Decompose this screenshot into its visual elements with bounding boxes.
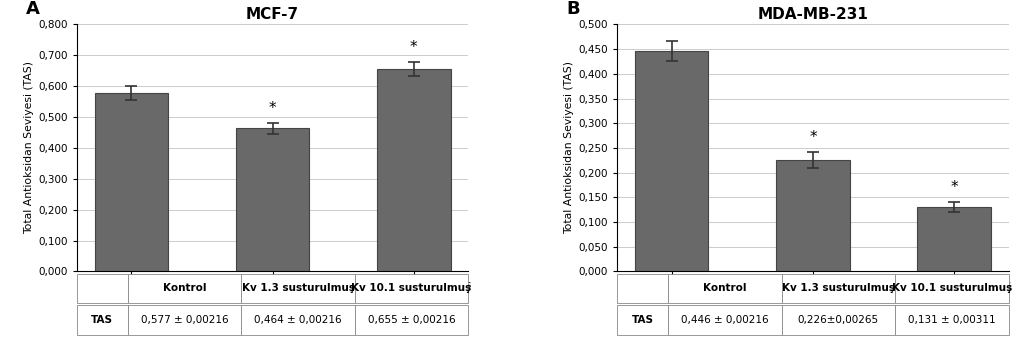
Text: 0,655 ± 0,00216: 0,655 ± 0,00216 [368,315,456,325]
Text: 0,577 ± 0,00216: 0,577 ± 0,00216 [140,315,228,325]
Title: MDA-MB-231: MDA-MB-231 [758,7,868,22]
Bar [776,160,850,272]
Text: *: * [950,180,957,195]
Bar [895,305,1009,335]
Bar [94,93,168,272]
Title: MCF-7: MCF-7 [246,7,299,22]
Text: 0,464 ± 0,00216: 0,464 ± 0,00216 [254,315,342,325]
Text: TAS: TAS [91,315,114,325]
Text: Kv 1.3 susturulmuş: Kv 1.3 susturulmuş [782,283,895,294]
Text: *: * [410,40,418,55]
Text: *: * [268,101,276,116]
Bar [236,128,309,272]
Text: Kontrol: Kontrol [163,283,206,294]
Bar [668,305,781,335]
Bar [781,305,895,335]
Bar [918,207,991,272]
Bar [781,274,895,303]
Y-axis label: Total Antioksidan Seviyesi (TAS): Total Antioksidan Seviyesi (TAS) [564,61,574,235]
Text: Kv 1.3 susturulmuş: Kv 1.3 susturulmuş [242,283,354,294]
Bar [668,274,781,303]
Bar [128,305,242,335]
Text: TAS: TAS [632,315,653,325]
Bar [77,305,128,335]
Bar [128,274,242,303]
Y-axis label: Total Antioksidan Seviyesi (TAS): Total Antioksidan Seviyesi (TAS) [25,61,34,235]
Bar [617,305,668,335]
Bar [77,274,128,303]
Text: Kv 10.1 susturulmuş: Kv 10.1 susturulmuş [351,283,472,294]
Text: Kontrol: Kontrol [703,283,746,294]
Bar [635,51,709,272]
Bar [354,274,468,303]
Text: B: B [566,0,580,18]
Bar [895,274,1009,303]
Text: A: A [26,0,40,18]
Text: 0,131 ± 0,00311: 0,131 ± 0,00311 [908,315,995,325]
Text: 0,226±0,00265: 0,226±0,00265 [798,315,879,325]
Bar [242,274,354,303]
Bar [617,274,668,303]
Text: 0,446 ± 0,00216: 0,446 ± 0,00216 [681,315,769,325]
Bar [354,305,468,335]
Bar [377,69,451,272]
Text: *: * [809,130,817,145]
Text: Kv 10.1 susturulmuş: Kv 10.1 susturulmuş [892,283,1012,294]
Bar [242,305,354,335]
